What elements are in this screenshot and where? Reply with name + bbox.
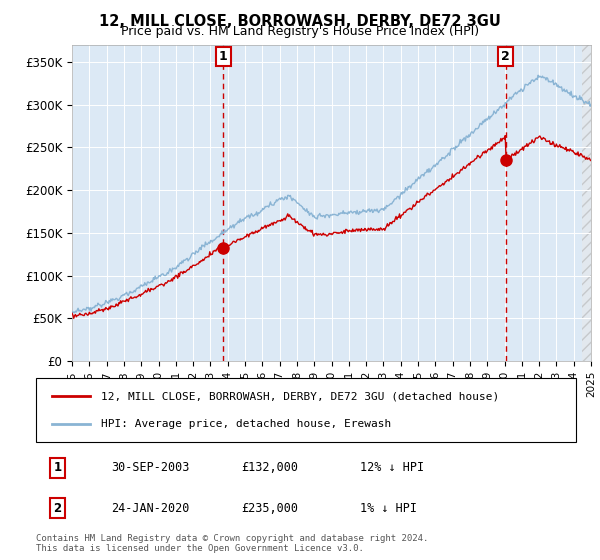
Text: 30-SEP-2003: 30-SEP-2003 <box>112 461 190 474</box>
Text: 12, MILL CLOSE, BORROWASH, DERBY, DE72 3GU (detached house): 12, MILL CLOSE, BORROWASH, DERBY, DE72 3… <box>101 391 499 401</box>
Text: 12, MILL CLOSE, BORROWASH, DERBY, DE72 3GU: 12, MILL CLOSE, BORROWASH, DERBY, DE72 3… <box>99 14 501 29</box>
Text: 1: 1 <box>219 50 228 63</box>
Text: Price paid vs. HM Land Registry's House Price Index (HPI): Price paid vs. HM Land Registry's House … <box>121 25 479 38</box>
Text: 2: 2 <box>53 502 62 515</box>
Text: HPI: Average price, detached house, Erewash: HPI: Average price, detached house, Erew… <box>101 419 391 430</box>
Text: £235,000: £235,000 <box>241 502 298 515</box>
Text: 12% ↓ HPI: 12% ↓ HPI <box>360 461 424 474</box>
Text: £132,000: £132,000 <box>241 461 298 474</box>
Text: Contains HM Land Registry data © Crown copyright and database right 2024.
This d: Contains HM Land Registry data © Crown c… <box>36 534 428 553</box>
Text: 1: 1 <box>53 461 62 474</box>
FancyBboxPatch shape <box>36 378 576 442</box>
Text: 1% ↓ HPI: 1% ↓ HPI <box>360 502 417 515</box>
Polygon shape <box>583 45 591 361</box>
Text: 2: 2 <box>502 50 510 63</box>
Text: 24-JAN-2020: 24-JAN-2020 <box>112 502 190 515</box>
